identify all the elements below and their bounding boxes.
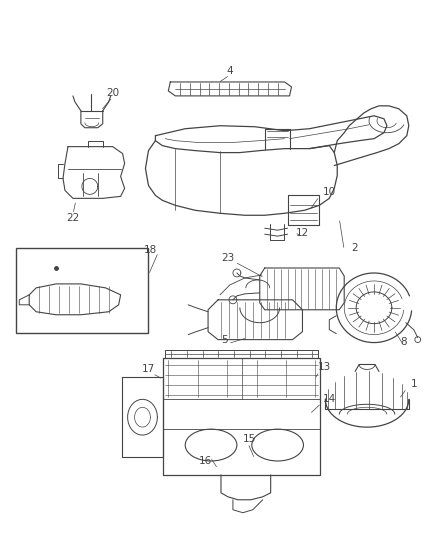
- Text: 23: 23: [221, 253, 235, 263]
- Text: 17: 17: [142, 365, 155, 375]
- Text: 2: 2: [351, 243, 357, 253]
- Text: 13: 13: [318, 362, 331, 373]
- Text: 22: 22: [66, 213, 80, 223]
- Text: 15: 15: [243, 434, 256, 444]
- Text: 18: 18: [144, 245, 157, 255]
- Text: 4: 4: [226, 66, 233, 76]
- Text: 8: 8: [400, 337, 407, 346]
- Text: 20: 20: [106, 88, 119, 98]
- Bar: [16, 248, 148, 333]
- Text: 10: 10: [323, 188, 336, 197]
- Text: 12: 12: [296, 228, 309, 238]
- Text: 5: 5: [222, 335, 228, 345]
- Text: 16: 16: [198, 456, 212, 466]
- Text: 1: 1: [410, 379, 417, 390]
- Text: 14: 14: [323, 394, 336, 405]
